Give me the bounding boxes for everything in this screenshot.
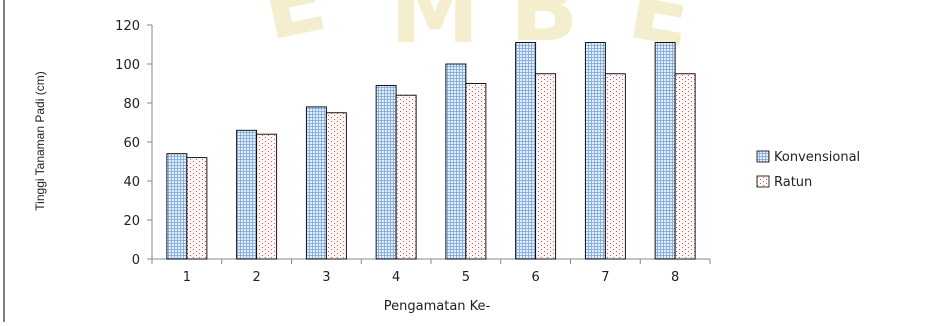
y-tick-label: 120 (115, 19, 140, 34)
y-tick-label: 60 (123, 136, 140, 151)
bar-konvensional-4 (375, 84, 397, 260)
y-tick-label: 0 (132, 253, 140, 268)
bar-ratun-1 (186, 157, 208, 260)
x-tick-label: 5 (462, 270, 470, 285)
bar-konvensional-1 (166, 153, 188, 260)
bar-konvensional-8 (654, 42, 676, 260)
x-axis-title: Pengamatan Ke- (384, 299, 491, 314)
bar-konvensional-5 (445, 63, 467, 260)
y-tick-label: 100 (115, 58, 140, 73)
bar-konvensional-6 (515, 42, 537, 260)
bar-konvensional-2 (236, 129, 258, 260)
x-tick-label: 6 (531, 270, 539, 285)
svg-text:E: E (253, 0, 335, 62)
x-tick-label: 7 (601, 270, 609, 285)
y-axis: 0 20 40 60 80 100 120 (115, 19, 153, 268)
bar-ratun-7 (604, 73, 626, 260)
watermark-logo: E M B E (253, 0, 700, 68)
y-axis-title: Tinggi Tanaman Padi (cm) (33, 71, 47, 210)
bar-ratun-2 (256, 133, 278, 260)
x-tick-label: 4 (392, 270, 400, 285)
x-tick-label: 2 (252, 270, 260, 285)
legend-label-konvensional: Konvensional (774, 150, 860, 165)
bars (166, 42, 696, 260)
bar-ratun-5 (465, 83, 487, 260)
svg-text:M: M (390, 0, 480, 64)
x-tick-label: 8 (671, 270, 679, 285)
bar-ratun-4 (395, 94, 417, 260)
legend: Konvensional Ratun (756, 150, 860, 190)
x-tick-label: 1 (183, 270, 191, 285)
legend-swatch-ratun (756, 175, 770, 188)
y-tick-label: 40 (123, 175, 140, 190)
bar-ratun-8 (674, 73, 696, 260)
legend-swatch-konvensional (756, 150, 770, 163)
bar-ratun-3 (325, 112, 347, 260)
y-tick-label: 80 (123, 97, 140, 112)
bar-ratun-6 (535, 73, 557, 260)
legend-label-ratun: Ratun (774, 175, 812, 190)
y-tick-label: 20 (123, 214, 140, 229)
x-tick-label: 3 (322, 270, 330, 285)
bar-konvensional-7 (584, 42, 606, 260)
x-axis: 1 2 3 4 5 6 7 8 (151, 258, 711, 285)
bar-konvensional-3 (305, 106, 327, 260)
